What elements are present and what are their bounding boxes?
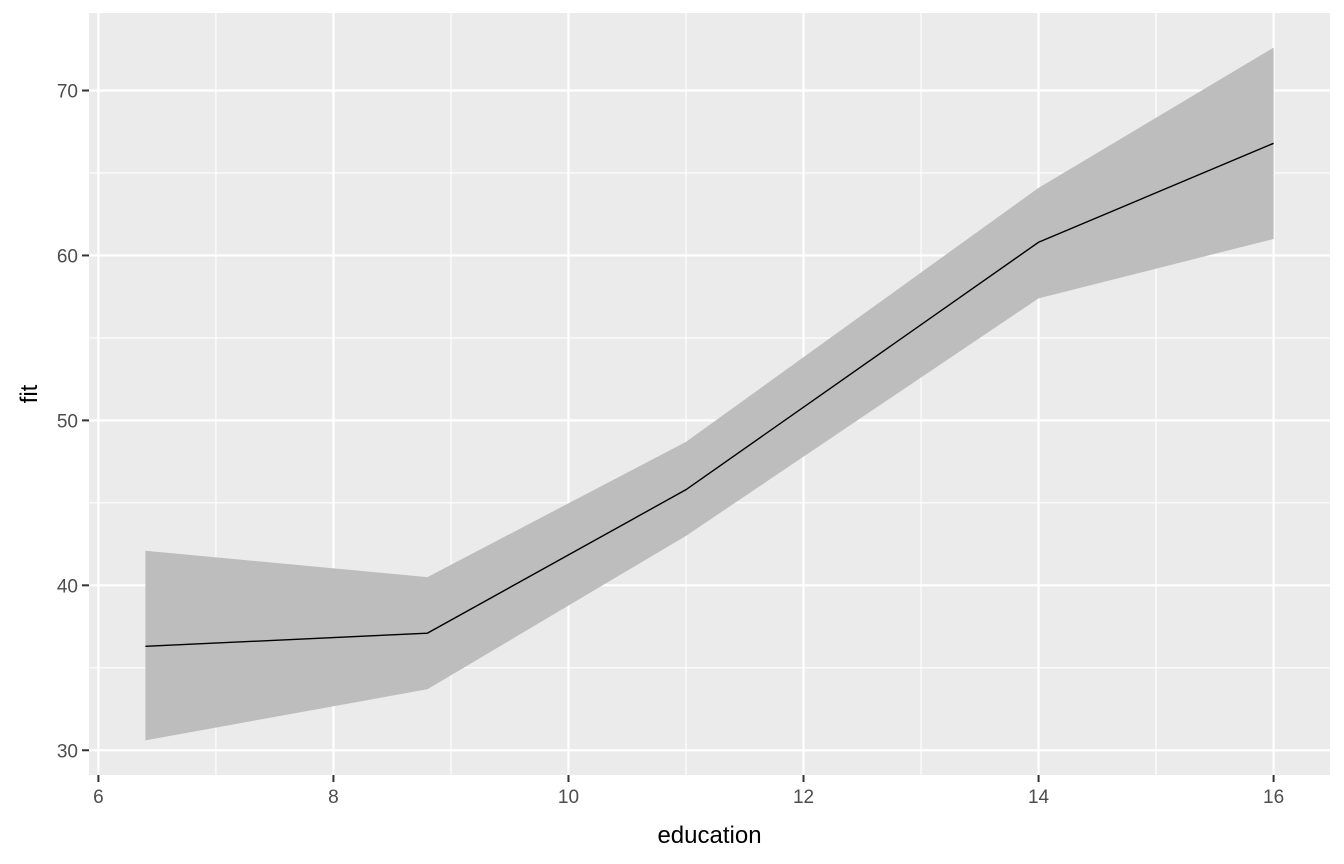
y-axis: 30 40 50 60 70 [57, 82, 89, 762]
fit-line [145, 142, 1274, 648]
confidence-band [145, 47, 1274, 741]
x-tick-label: 10 [558, 787, 579, 808]
x-tick-label: 16 [1263, 787, 1284, 808]
y-tick-label: 40 [57, 576, 78, 597]
x-tick-label: 12 [793, 787, 814, 808]
y-tick-label: 60 [57, 246, 78, 267]
x-axis-title: education [657, 822, 761, 849]
y-tick-label: 50 [57, 411, 78, 432]
y-axis-title: fit [16, 384, 43, 403]
x-axis: 6 8 10 12 14 16 [93, 775, 1284, 808]
x-tick-label: 8 [328, 787, 339, 808]
y-tick-label: 70 [57, 82, 78, 103]
x-tick-label: 6 [93, 787, 104, 808]
x-tick-label: 14 [1028, 787, 1050, 808]
y-tick-label: 30 [57, 741, 78, 762]
